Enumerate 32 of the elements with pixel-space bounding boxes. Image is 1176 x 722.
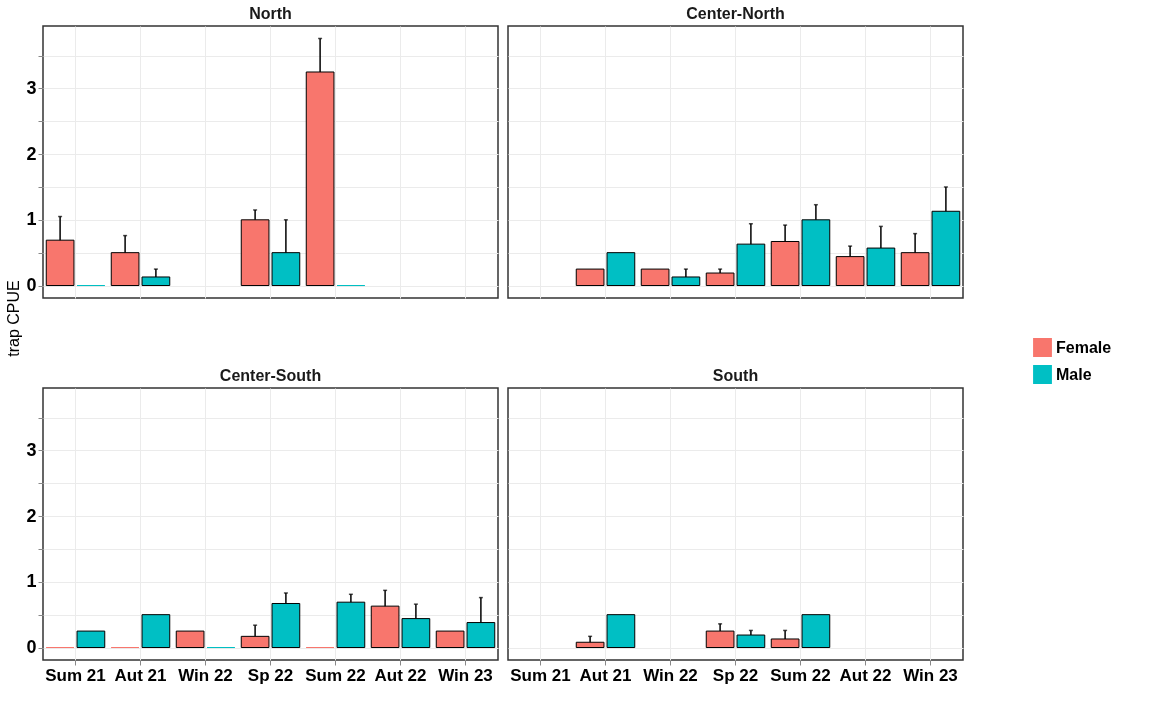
y-tick-label: 1 (26, 209, 37, 230)
x-tick-label: Aut 21 (579, 665, 632, 685)
y-tick-label: 3 (26, 439, 37, 460)
y-tick-label: 0 (26, 275, 37, 296)
x-tick-label: Win 22 (178, 665, 233, 685)
y-tick-label: 2 (26, 143, 37, 164)
x-tick-label: Sum 21 (510, 665, 571, 685)
legend-label: Male (1056, 365, 1092, 383)
x-tick-label: Sp 22 (247, 665, 294, 685)
x-tick-label: Aut 22 (374, 665, 427, 685)
x-tick-label: Sum 22 (305, 665, 366, 685)
chart-title: Center-North (686, 5, 785, 22)
y-axis-title: trap CPUE (5, 280, 23, 357)
bar (175, 630, 205, 649)
bar (76, 630, 106, 649)
chart-title: Center-South (219, 367, 322, 384)
chart-title: North (249, 5, 292, 22)
chart-title: South (712, 367, 759, 384)
y-tick-label: 3 (26, 77, 37, 98)
x-tick-label: Sum 21 (45, 665, 106, 685)
x-tick-label: Win 22 (643, 665, 698, 685)
y-tick-label: 1 (26, 571, 37, 592)
x-tick-label: Win 23 (903, 665, 958, 685)
y-tick-label: 0 (26, 637, 37, 658)
x-tick-label: Sp 22 (712, 665, 759, 685)
x-tick-label: Aut 21 (114, 665, 167, 685)
y-tick-label: 2 (26, 505, 37, 526)
x-tick-label: Win 23 (438, 665, 493, 685)
legend-label: Female (1056, 338, 1112, 356)
x-tick-label: Sum 22 (770, 665, 831, 685)
x-tick-label: Aut 22 (839, 665, 892, 685)
bar (141, 614, 171, 649)
